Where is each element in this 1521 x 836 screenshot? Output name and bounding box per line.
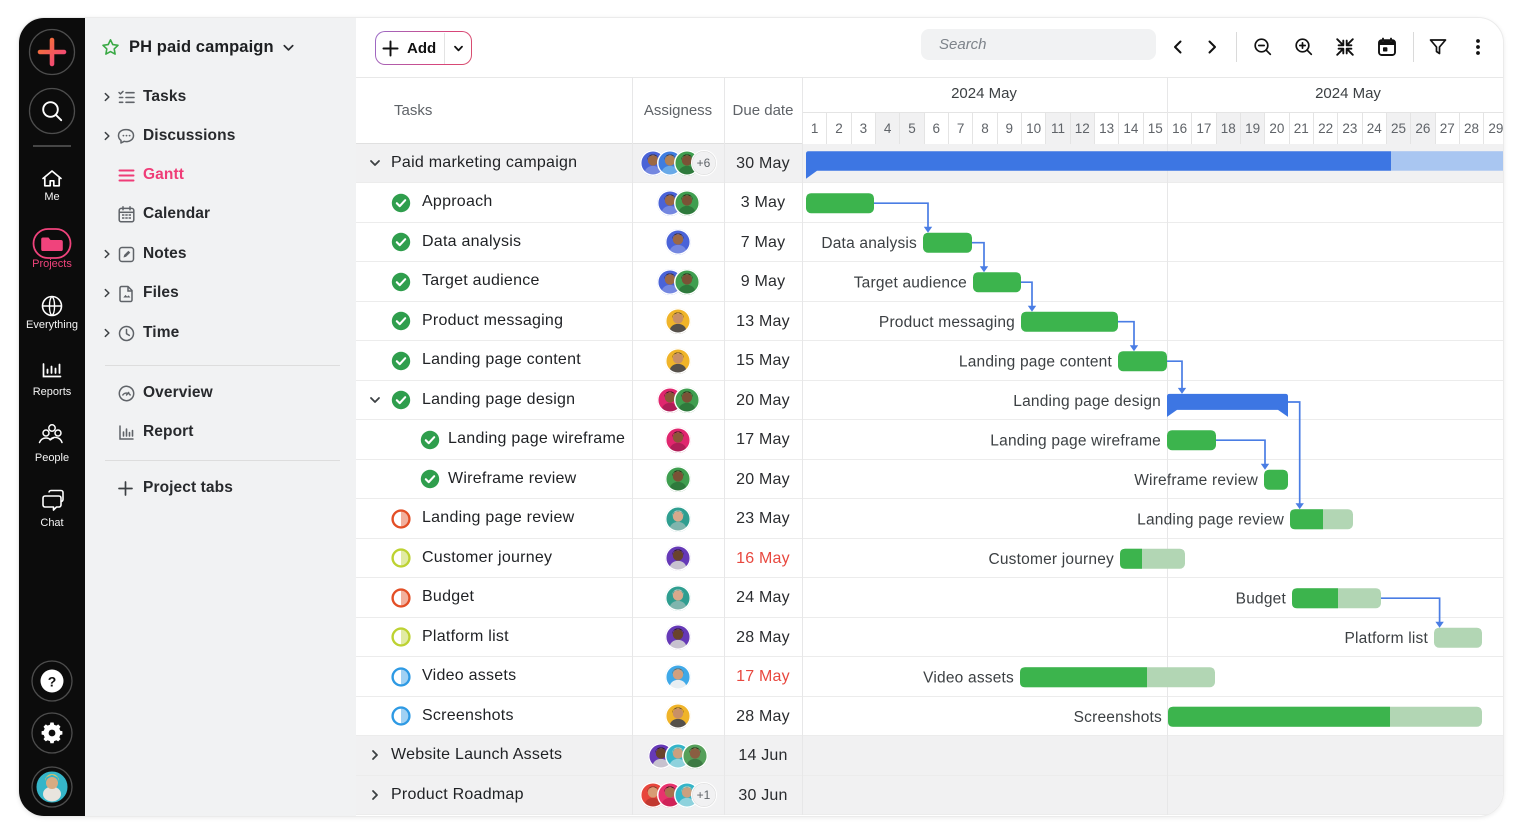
svg-text:Landing page content: Landing page content [959, 353, 1113, 370]
svg-text:Projects: Projects [32, 258, 72, 270]
svg-text:Me: Me [44, 191, 59, 203]
svg-text:Landing page design: Landing page design [1013, 393, 1161, 410]
svg-text:Landing page review: Landing page review [1137, 511, 1284, 528]
svg-text:Wireframe review: Wireframe review [1134, 472, 1258, 489]
svg-text:Screenshots: Screenshots [1074, 709, 1162, 726]
svg-text:Budget: Budget [1236, 590, 1287, 607]
svg-text:Data analysis: Data analysis [821, 235, 917, 252]
svg-text:Reports: Reports [33, 386, 72, 398]
svg-text:Product messaging: Product messaging [879, 314, 1015, 331]
svg-text:Everything: Everything [26, 319, 78, 331]
svg-text:Customer journey: Customer journey [988, 551, 1114, 568]
svg-text:Target audience: Target audience [854, 274, 967, 291]
svg-text:Chat: Chat [40, 517, 63, 529]
svg-text:Landing page wireframe: Landing page wireframe [990, 432, 1161, 449]
svg-text:?: ? [48, 674, 57, 690]
svg-text:People: People [35, 452, 69, 464]
svg-text:Video assets: Video assets [923, 669, 1014, 686]
svg-text:Platform list: Platform list [1344, 630, 1428, 647]
